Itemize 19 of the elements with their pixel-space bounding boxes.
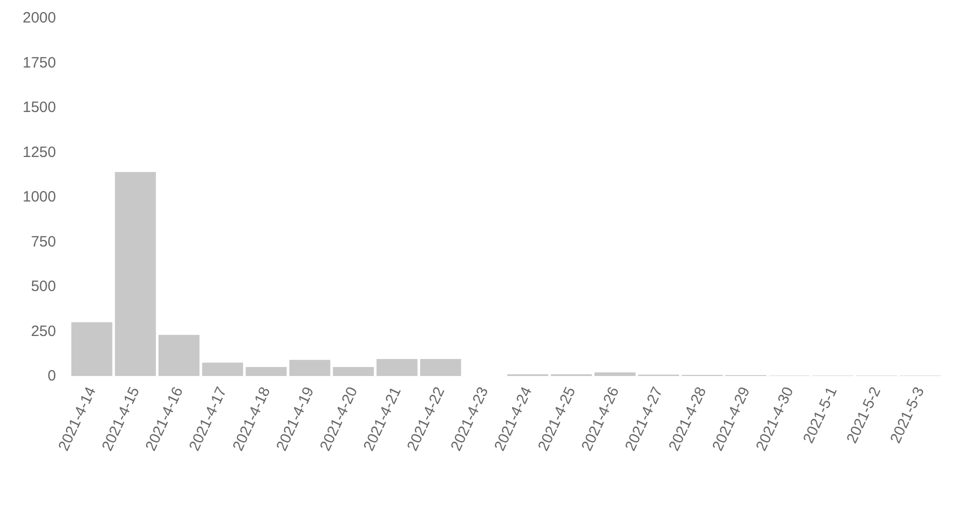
- bar: [289, 360, 330, 376]
- bar: [202, 362, 244, 376]
- bar: [158, 334, 200, 376]
- y-tick-label: 2000: [22, 10, 56, 26]
- y-tick-label: 250: [30, 322, 56, 340]
- y-tick-label: 500: [30, 278, 56, 295]
- bar: [420, 358, 462, 376]
- y-tick-label: 1500: [22, 99, 56, 116]
- bar: [71, 322, 112, 376]
- bar: [332, 367, 374, 376]
- bar: [246, 367, 287, 376]
- y-tick-label: 1750: [22, 54, 56, 72]
- y-tick-label: 1250: [22, 144, 56, 161]
- bar: [376, 358, 418, 376]
- y-tick-label: 750: [30, 233, 56, 250]
- y-tick-label: 0: [48, 368, 56, 384]
- bar: [114, 172, 156, 376]
- bar: [594, 372, 636, 376]
- y-tick-label: 1000: [22, 188, 56, 206]
